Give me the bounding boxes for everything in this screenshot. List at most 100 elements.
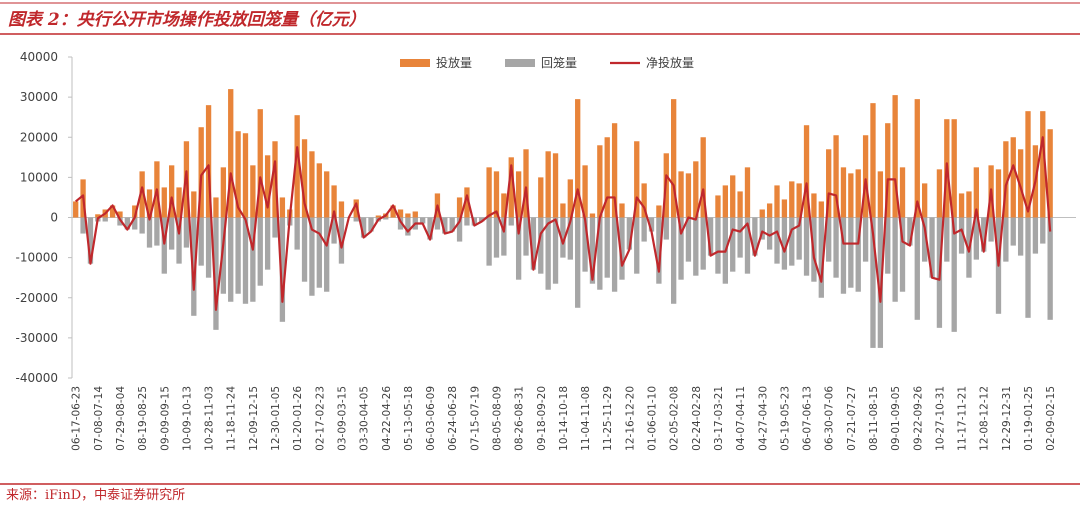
bar bbox=[538, 177, 544, 218]
bar bbox=[685, 217, 692, 262]
x-tick-label: 12-30-01-05 bbox=[270, 386, 282, 451]
bar bbox=[331, 217, 337, 244]
x-tick-label: 08-26-08-31 bbox=[514, 386, 526, 451]
y-tick-label: 10000 bbox=[20, 170, 58, 184]
bar bbox=[486, 217, 492, 266]
bar bbox=[589, 213, 596, 218]
bar bbox=[988, 217, 994, 242]
bar bbox=[279, 197, 286, 218]
bar bbox=[242, 133, 249, 218]
bar bbox=[922, 217, 928, 262]
bar bbox=[383, 217, 389, 220]
bar bbox=[582, 165, 588, 218]
bar bbox=[722, 185, 728, 218]
bar bbox=[176, 187, 182, 218]
bar bbox=[981, 217, 987, 252]
bar bbox=[597, 145, 603, 218]
y-tick-label: 30000 bbox=[20, 90, 58, 104]
bar bbox=[102, 217, 108, 222]
bar bbox=[848, 217, 854, 288]
bar bbox=[456, 197, 463, 218]
bar bbox=[619, 203, 625, 218]
y-tick-label: -20000 bbox=[15, 291, 58, 305]
bar bbox=[818, 217, 824, 298]
bar bbox=[870, 103, 876, 218]
bar bbox=[161, 217, 167, 274]
bar bbox=[826, 149, 832, 218]
x-tick-label: 05-19-05-23 bbox=[779, 386, 791, 451]
x-tick-label: 01-06-01-10 bbox=[647, 386, 659, 451]
bar bbox=[707, 217, 714, 256]
bar bbox=[862, 135, 869, 218]
bar bbox=[648, 217, 655, 232]
bar bbox=[774, 217, 780, 264]
bar bbox=[545, 151, 551, 218]
bar bbox=[213, 197, 219, 218]
bar bbox=[759, 217, 765, 240]
bar bbox=[567, 179, 573, 218]
bar bbox=[183, 217, 190, 248]
x-tick-label: 12-16-12-20 bbox=[624, 386, 636, 451]
y-tick-label: -10000 bbox=[15, 251, 58, 265]
bar bbox=[671, 217, 677, 304]
x-tick-label: 08-05-08-09 bbox=[491, 386, 503, 451]
x-tick-label: 11-04-11-08 bbox=[580, 386, 592, 451]
bar bbox=[80, 217, 86, 234]
bar bbox=[397, 209, 404, 218]
bar bbox=[205, 217, 212, 278]
bar bbox=[338, 201, 345, 218]
bar bbox=[604, 137, 610, 218]
bar bbox=[892, 217, 898, 302]
bar bbox=[1047, 129, 1053, 218]
bar bbox=[95, 214, 101, 218]
bar bbox=[870, 217, 876, 348]
bar bbox=[73, 201, 79, 218]
bar bbox=[139, 217, 145, 234]
chart-title: 图表 2：央行公开市场操作投放回笼量（亿元） bbox=[8, 10, 366, 30]
bar bbox=[892, 95, 898, 218]
x-tick-label: 12-09-12-15 bbox=[248, 386, 260, 451]
source: 来源：iFinD，中泰证券研究所 bbox=[6, 487, 185, 503]
bar bbox=[1040, 111, 1046, 218]
x-tick-label: 01-19-01-25 bbox=[1023, 386, 1035, 451]
bar bbox=[530, 217, 537, 270]
x-tick-label: 10-14-10-18 bbox=[558, 386, 570, 451]
bar bbox=[826, 217, 832, 262]
bar bbox=[752, 217, 758, 256]
bar bbox=[634, 217, 640, 274]
bar bbox=[405, 217, 411, 236]
bar bbox=[146, 189, 153, 218]
bar bbox=[958, 217, 965, 254]
bar bbox=[641, 217, 647, 242]
x-tick-label: 12-29-12-31 bbox=[1001, 386, 1013, 451]
bar bbox=[368, 217, 374, 232]
bar bbox=[914, 99, 920, 218]
bar bbox=[803, 125, 810, 218]
bar bbox=[715, 195, 721, 218]
bar bbox=[560, 217, 566, 258]
bar bbox=[360, 217, 367, 238]
bar bbox=[235, 131, 241, 218]
bar bbox=[191, 191, 197, 218]
bar bbox=[656, 217, 662, 284]
bar bbox=[309, 151, 315, 218]
bar bbox=[301, 217, 308, 282]
x-tick-label: 04-22-04-26 bbox=[381, 386, 393, 451]
legend-label: 净投放量 bbox=[646, 55, 694, 70]
x-tick-label: 05-13-05-18 bbox=[403, 386, 415, 451]
bar bbox=[626, 217, 633, 250]
bar bbox=[124, 217, 131, 230]
x-tick-label: 02-05-02-08 bbox=[669, 386, 681, 451]
bar bbox=[191, 217, 197, 316]
bar bbox=[220, 167, 226, 218]
x-tick-label: 06-03-06-09 bbox=[425, 386, 437, 451]
bar bbox=[789, 181, 795, 218]
bar bbox=[169, 165, 175, 218]
bar bbox=[885, 123, 891, 218]
bar bbox=[582, 217, 588, 272]
bar bbox=[117, 217, 123, 226]
bar bbox=[442, 217, 448, 234]
bar bbox=[1025, 217, 1031, 318]
bar bbox=[944, 217, 950, 262]
